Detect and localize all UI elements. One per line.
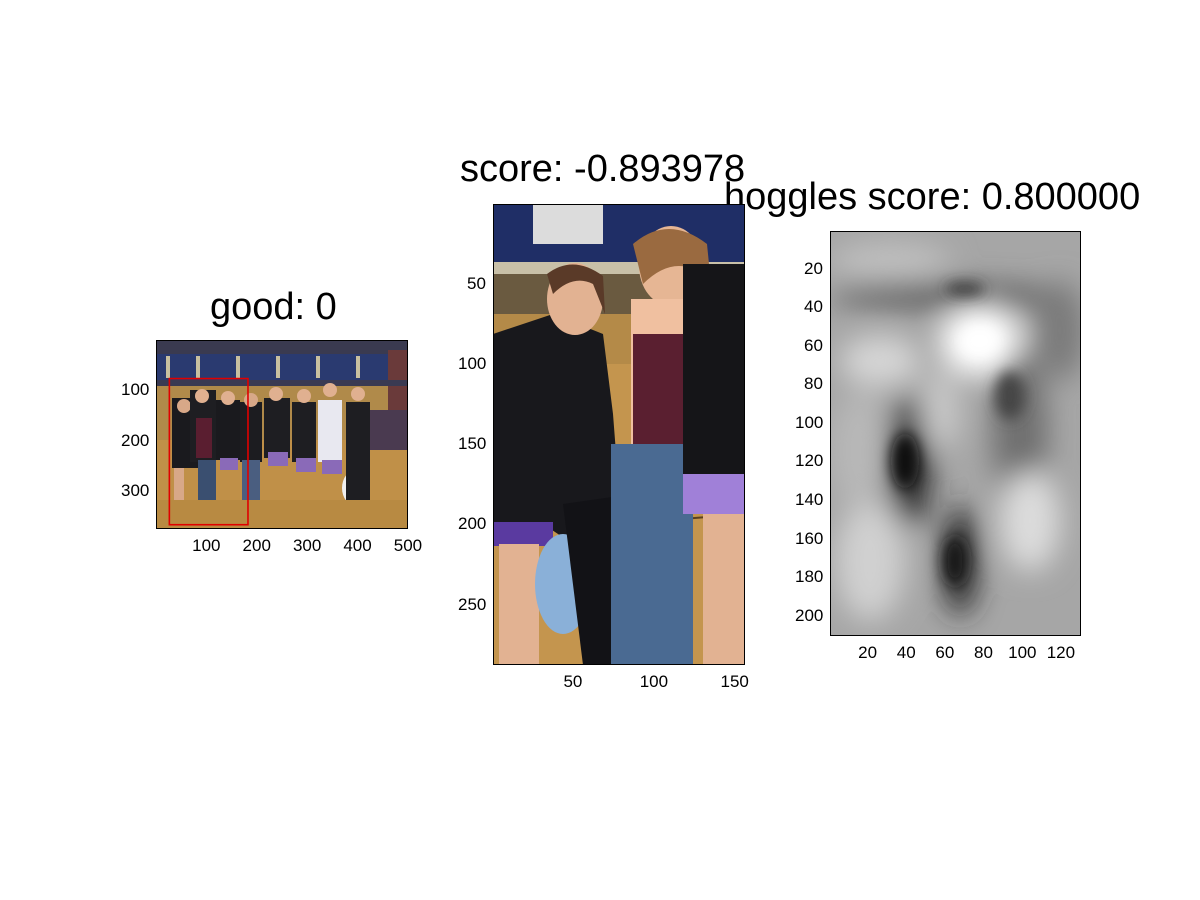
full-image-y-tick-label: 100	[121, 380, 150, 400]
full-image-title: good: 0	[210, 286, 337, 328]
full-image-x-tick-label: 500	[393, 536, 423, 555]
hoggles-visualization	[830, 231, 1081, 636]
hoggles-image-y-tick-label: 20	[804, 258, 823, 278]
full-image-x-tick-label: 100	[192, 536, 221, 555]
crop-image-y-tick-label: 250	[458, 594, 487, 614]
hoggles-image-y-tick-label: 200	[795, 605, 824, 625]
full-image-y-tick-label: 300	[121, 480, 150, 500]
crop-image-y-tick-label: 100	[458, 353, 487, 373]
cropped-photo	[493, 204, 745, 665]
hoggles-image-axes	[830, 231, 1081, 636]
full-image-x-tick-label: 200	[242, 536, 271, 555]
hoggles-image-x-tick-label: 20	[858, 643, 878, 662]
crop-image-y-tick-label: 150	[458, 434, 487, 454]
crop-image-axes	[493, 204, 745, 665]
group-photo	[156, 340, 408, 529]
hoggles-score-title: hoggles score: 0.800000	[724, 176, 1141, 218]
hoggles-image-x-tick-label: 120	[1046, 643, 1076, 662]
hoggles-image-y-tick-label: 140	[795, 490, 824, 510]
hoggles-image-x-tick-label: 60	[935, 643, 955, 662]
hoggles-image-y-tick-label: 180	[795, 567, 824, 587]
detection-bbox	[168, 377, 249, 526]
full-image-y-tick-label: 200	[121, 430, 150, 450]
crop-image-x-tick-label: 150	[720, 672, 749, 691]
crop-image-y-tick-label: 200	[458, 514, 487, 534]
full-image-x-tick-label: 400	[343, 536, 372, 555]
hoggles-image-x-tick-label: 40	[896, 643, 916, 662]
crop-image-x-tick-label: 50	[563, 672, 583, 691]
full-image-x-tick-label: 300	[292, 536, 322, 555]
hoggles-image-y-tick-label: 60	[804, 335, 823, 355]
hoggles-image-y-tick-label: 80	[804, 374, 823, 394]
crop-image-x-tick-label: 100	[639, 672, 669, 691]
hoggles-image-x-tick-label: 80	[973, 643, 993, 662]
hoggles-image-y-tick-label: 120	[795, 451, 824, 471]
crop-score-title: score: -0.893978	[460, 148, 746, 190]
full-image-axes	[156, 340, 408, 529]
hoggles-image-y-tick-label: 40	[804, 297, 823, 317]
hoggles-image-y-tick-label: 100	[795, 412, 824, 432]
crop-image-y-tick-label: 50	[467, 273, 486, 293]
hoggles-image-y-tick-label: 160	[795, 528, 824, 548]
hoggles-image-x-tick-label: 100	[1008, 643, 1037, 662]
